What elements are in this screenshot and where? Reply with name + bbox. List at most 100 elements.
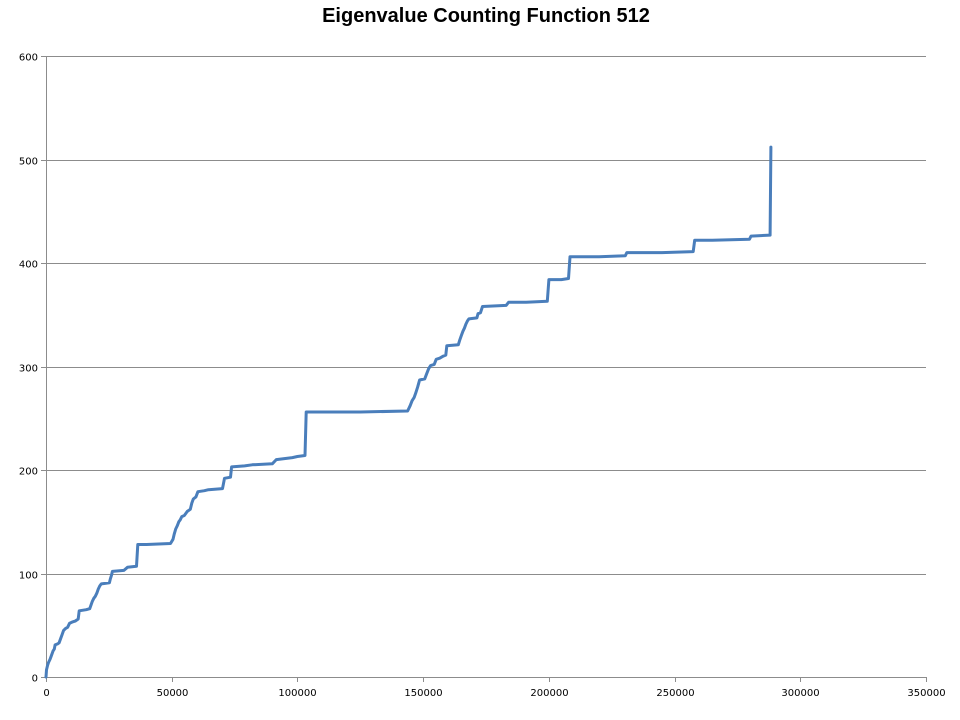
data-point bbox=[50, 654, 52, 656]
data-point bbox=[126, 566, 128, 568]
data-point bbox=[661, 251, 663, 253]
data-point bbox=[66, 626, 68, 628]
gridlines bbox=[46, 56, 926, 575]
data-point bbox=[463, 327, 465, 329]
data-point bbox=[416, 386, 418, 388]
data-point bbox=[62, 629, 64, 631]
data-point bbox=[466, 320, 468, 322]
data-point bbox=[223, 477, 225, 479]
data-point bbox=[90, 604, 92, 606]
y-tick-label: 200 bbox=[19, 467, 38, 478]
data-point bbox=[178, 521, 180, 523]
data-point bbox=[251, 464, 253, 466]
data-point bbox=[54, 644, 56, 646]
data-point bbox=[457, 344, 459, 346]
data-point bbox=[291, 456, 293, 458]
data-point bbox=[750, 235, 752, 237]
data-point bbox=[58, 642, 60, 644]
data-point bbox=[409, 405, 411, 407]
y-tick-label: 0 bbox=[32, 674, 38, 685]
data-point bbox=[418, 379, 420, 381]
data-point bbox=[181, 515, 183, 517]
data-point bbox=[439, 357, 441, 359]
data-point bbox=[179, 519, 181, 521]
data-point bbox=[108, 582, 110, 584]
data-point bbox=[109, 578, 111, 580]
data-point bbox=[548, 278, 550, 280]
data-point bbox=[49, 658, 51, 660]
data-point bbox=[173, 533, 175, 535]
data-point bbox=[560, 278, 562, 280]
data-point bbox=[462, 330, 464, 332]
data-point bbox=[221, 487, 223, 489]
data-point bbox=[442, 355, 444, 357]
data-point bbox=[481, 305, 483, 307]
data-point bbox=[748, 238, 750, 240]
data-point bbox=[91, 600, 93, 602]
data-point bbox=[89, 608, 91, 610]
series-layer bbox=[44, 145, 773, 679]
y-tick-label: 100 bbox=[19, 571, 38, 582]
x-tick-label: 50000 bbox=[157, 688, 189, 699]
data-point bbox=[430, 364, 432, 366]
data-point bbox=[175, 528, 177, 530]
data-point bbox=[465, 323, 467, 325]
data-point bbox=[85, 609, 87, 611]
x-tick-label: 0 bbox=[43, 688, 49, 699]
data-point bbox=[413, 396, 415, 398]
data-point bbox=[45, 676, 47, 678]
data-point bbox=[476, 317, 478, 319]
data-point bbox=[97, 588, 99, 590]
data-point bbox=[446, 345, 448, 347]
data-point bbox=[222, 482, 224, 484]
data-point bbox=[459, 338, 461, 340]
data-point bbox=[93, 597, 95, 599]
data-point bbox=[192, 498, 194, 500]
data-point bbox=[78, 610, 80, 612]
data-point bbox=[507, 301, 509, 303]
data-point bbox=[692, 250, 694, 252]
y-tick-label: 500 bbox=[19, 157, 38, 168]
data-point bbox=[123, 569, 125, 571]
data-point bbox=[203, 490, 205, 492]
axes bbox=[46, 56, 926, 678]
data-point bbox=[46, 664, 48, 666]
y-tick-label: 600 bbox=[19, 53, 38, 64]
data-point bbox=[74, 620, 76, 622]
data-point bbox=[197, 491, 199, 493]
data-point bbox=[569, 256, 571, 258]
data-point bbox=[230, 466, 232, 468]
data-point bbox=[546, 300, 548, 302]
data-point bbox=[304, 454, 306, 456]
data-point bbox=[598, 256, 600, 258]
data-point bbox=[305, 411, 307, 413]
data-point bbox=[137, 543, 139, 545]
data-point bbox=[624, 255, 626, 257]
data-point bbox=[426, 373, 428, 375]
data-point bbox=[111, 570, 113, 572]
chart-title: Eigenvalue Counting Function 512 bbox=[322, 5, 650, 27]
data-point bbox=[172, 538, 174, 540]
data-point bbox=[477, 313, 479, 315]
data-point bbox=[71, 621, 73, 623]
data-point bbox=[96, 592, 98, 594]
data-point bbox=[186, 510, 188, 512]
data-point bbox=[626, 251, 628, 253]
data-point bbox=[68, 622, 70, 624]
y-tick-label: 400 bbox=[19, 260, 38, 271]
data-point bbox=[77, 618, 79, 620]
data-point bbox=[53, 648, 55, 650]
data-point bbox=[479, 312, 481, 314]
x-tick-label: 350000 bbox=[907, 688, 945, 699]
x-tick-label: 100000 bbox=[278, 688, 316, 699]
data-point bbox=[207, 489, 209, 491]
x-tick-label: 300000 bbox=[781, 688, 819, 699]
data-point bbox=[296, 455, 298, 457]
data-point bbox=[460, 334, 462, 336]
data-point bbox=[428, 367, 430, 369]
data-point bbox=[411, 400, 413, 402]
data-point bbox=[505, 304, 507, 306]
data-point bbox=[770, 146, 772, 148]
data-point bbox=[435, 358, 437, 360]
